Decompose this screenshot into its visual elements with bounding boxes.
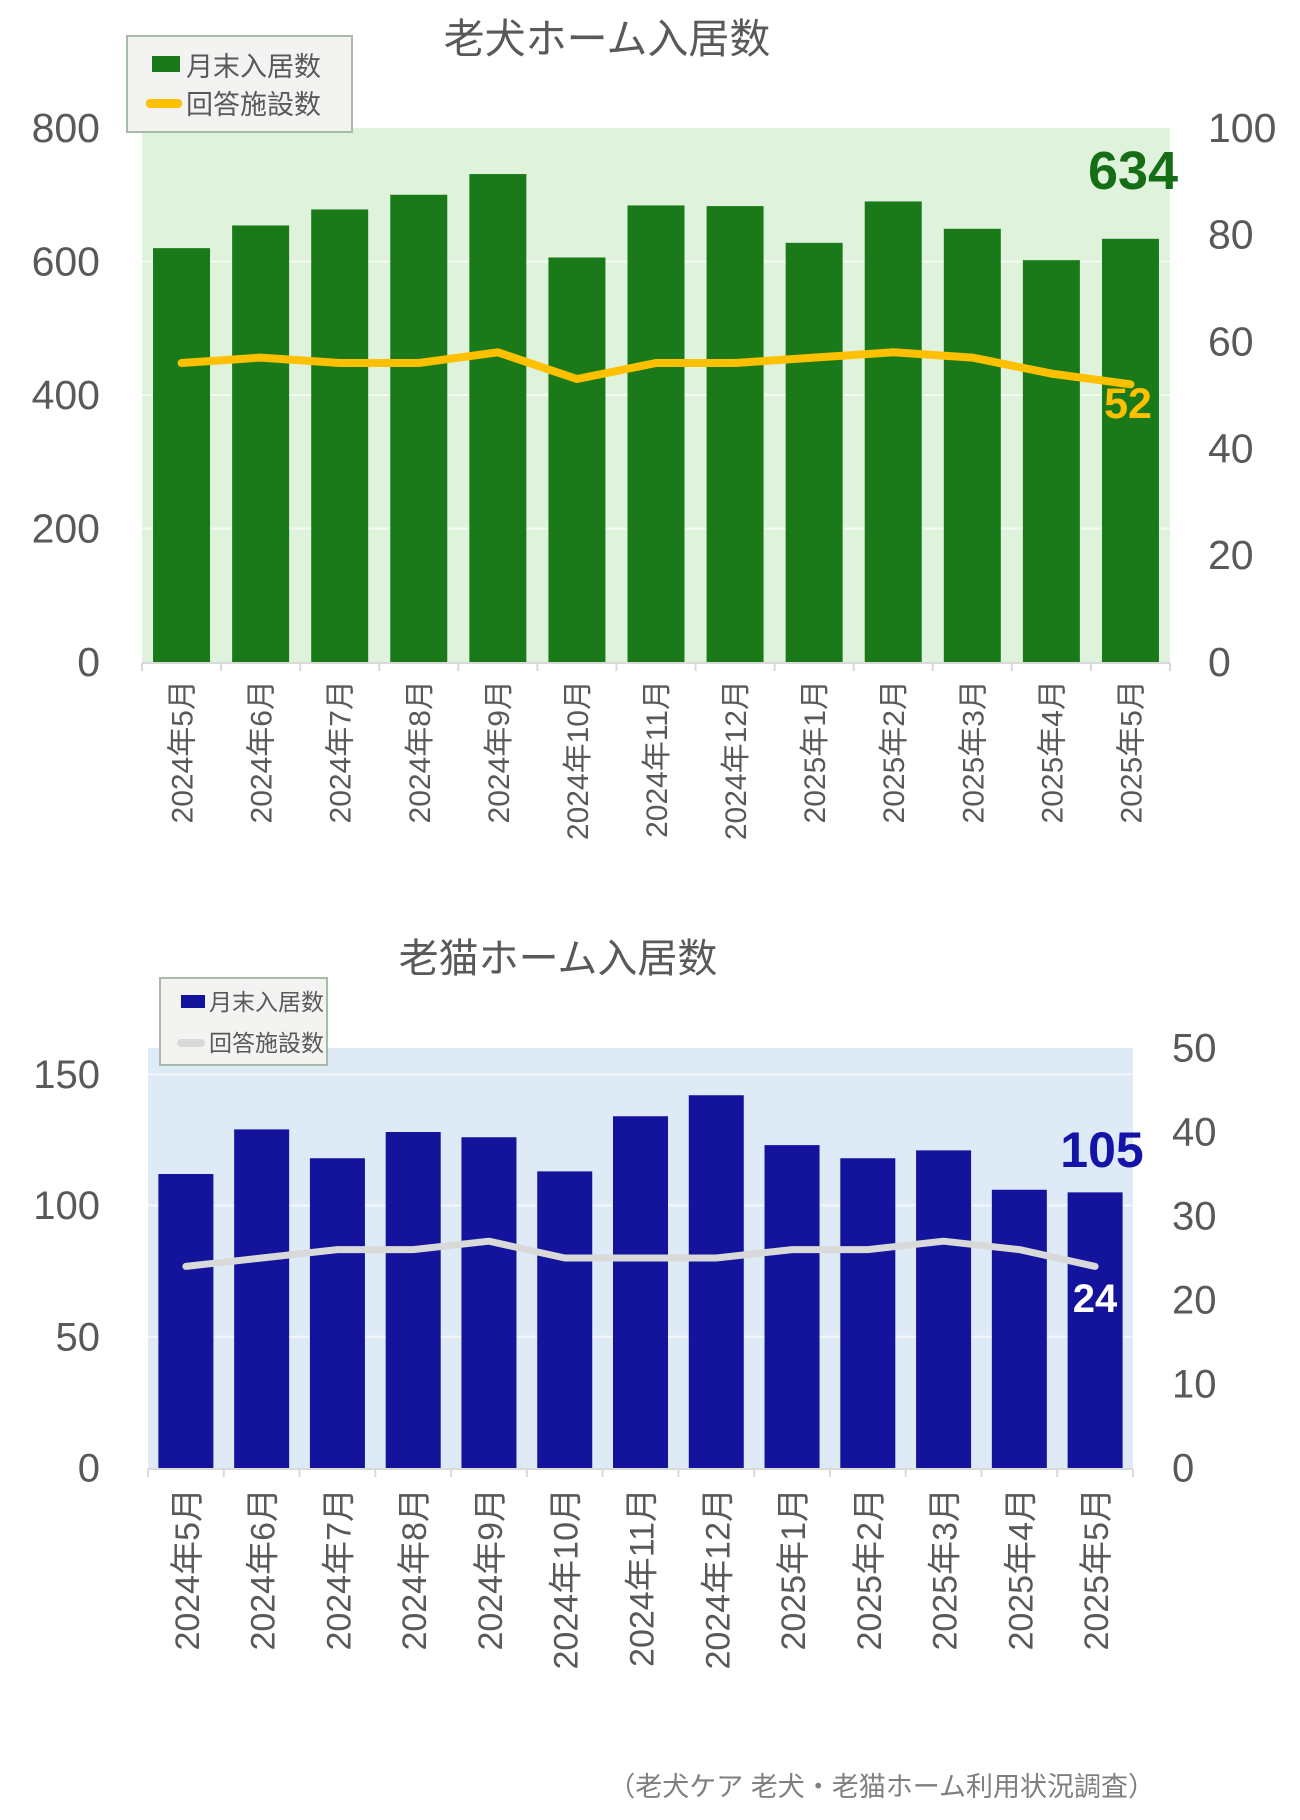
right-axis-tick-label: 20 xyxy=(1172,1279,1217,1323)
legend-box xyxy=(126,35,353,133)
bar-2025年1月 xyxy=(764,1145,820,1468)
x-axis-label-2024年8月: 2024年8月 xyxy=(396,1488,434,1651)
left-axis-tick-label: 800 xyxy=(32,105,100,151)
x-axis-label-2024年5月: 2024年5月 xyxy=(167,680,200,823)
x-axis-label-2025年1月: 2025年1月 xyxy=(799,680,832,823)
bar-2025年3月 xyxy=(916,1150,972,1468)
right-axis-tick-label: 60 xyxy=(1208,319,1254,365)
x-axis-label-2024年12月: 2024年12月 xyxy=(699,1488,737,1669)
x-axis-label-2024年6月: 2024年6月 xyxy=(245,1488,283,1651)
bar-2024年6月 xyxy=(234,1129,290,1468)
facility-count-line xyxy=(177,348,1135,389)
right-axis-tick-label: 40 xyxy=(1208,425,1254,471)
bar-2024年5月 xyxy=(153,248,211,662)
bar-2024年5月 xyxy=(158,1174,214,1468)
end-value-label-105: 105 xyxy=(1060,1122,1143,1178)
x-axis-label-2024年5月: 2024年5月 xyxy=(169,1488,207,1651)
right-axis-tick-label: 0 xyxy=(1172,1447,1194,1491)
end-value-label-634: 634 xyxy=(1088,141,1178,201)
legend-label-residents: 月末入居数 xyxy=(186,52,321,82)
right-axis-tick-label: 0 xyxy=(1208,639,1231,685)
x-axis-label-2025年2月: 2025年2月 xyxy=(878,680,911,823)
bar-2024年12月 xyxy=(688,1095,744,1468)
bar-2024年12月 xyxy=(706,206,764,662)
senior-cat-home-chart: 0 50 100 150 0 10 20 30 40 50 2024年5月 2024年6月 2024年7… xyxy=(33,937,1216,1669)
legend-label-residents: 月末入居数 xyxy=(209,989,324,1015)
x-axis-label-2025年1月: 2025年1月 xyxy=(775,1488,813,1651)
bar-2025年3月 xyxy=(943,228,1001,663)
senior-dog-home-chart: 0 200 400 600 800 0 20 40 60 80 100 2024年5月 2024年6月 2… xyxy=(32,16,1277,840)
chart-title: 老犬ホーム入居数 xyxy=(444,16,771,62)
legend-bar-swatch xyxy=(152,56,180,72)
x-axis-label-2025年5月: 2025年5月 xyxy=(1078,1488,1116,1651)
left-axis-tick-label: 600 xyxy=(32,238,100,284)
x-axis-label-2024年10月: 2024年10月 xyxy=(562,680,595,840)
x-axis-label-2025年5月: 2025年5月 xyxy=(1115,680,1148,823)
x-axis-label-2025年2月: 2025年2月 xyxy=(851,1488,889,1651)
bar-2025年2月 xyxy=(864,201,922,663)
right-axis-tick-label: 100 xyxy=(1208,105,1276,151)
left-axis-tick-label: 0 xyxy=(77,639,100,685)
bar-2024年8月 xyxy=(390,194,448,662)
bar-2024年10月 xyxy=(537,1171,593,1468)
bar-2024年10月 xyxy=(548,257,606,662)
bar-2025年5月 xyxy=(1067,1192,1123,1468)
end-value-label-24: 24 xyxy=(1073,1277,1118,1321)
bar-2025年4月 xyxy=(991,1189,1047,1468)
bar-2024年7月 xyxy=(311,209,369,662)
x-axis-label-2025年3月: 2025年3月 xyxy=(957,680,990,823)
bar-2024年11月 xyxy=(613,1116,668,1468)
facility-count-line xyxy=(182,1237,1099,1270)
x-axis-label-2024年7月: 2024年7月 xyxy=(320,1488,358,1651)
left-axis-tick-label: 50 xyxy=(56,1315,101,1359)
bar-2024年8月 xyxy=(385,1132,441,1468)
left-axis-tick-label: 200 xyxy=(32,505,100,551)
bar-2025年1月 xyxy=(785,242,843,662)
x-axis-label-2025年4月: 2025年4月 xyxy=(1036,680,1069,823)
legend-line-swatch xyxy=(177,1039,205,1047)
x-axis-label-2024年12月: 2024年12月 xyxy=(720,680,753,840)
right-axis-tick-label: 50 xyxy=(1172,1027,1217,1071)
end-value-label-52: 52 xyxy=(1104,380,1152,428)
left-axis-tick-label: 100 xyxy=(33,1184,100,1228)
chart-title: 老猫ホーム入居数 xyxy=(399,937,718,981)
x-axis-label-2024年9月: 2024年9月 xyxy=(483,680,516,823)
x-axis-label-2024年9月: 2024年9月 xyxy=(472,1488,510,1651)
right-axis-tick-label: 40 xyxy=(1172,1111,1217,1155)
x-axis-label-2024年11月: 2024年11月 xyxy=(624,1488,662,1667)
legend-bar-swatch xyxy=(181,995,205,1008)
bar-2024年9月 xyxy=(469,174,527,662)
bar-2024年9月 xyxy=(461,1137,517,1468)
x-axis-label-2024年10月: 2024年10月 xyxy=(548,1488,586,1669)
bar-2024年6月 xyxy=(232,225,290,662)
legend-label-facilities: 回答施設数 xyxy=(209,1030,324,1056)
bar-2024年11月 xyxy=(627,205,685,662)
left-axis-tick-label: 400 xyxy=(32,372,100,418)
x-axis-label-2024年11月: 2024年11月 xyxy=(641,680,674,838)
right-axis-tick-label: 20 xyxy=(1208,532,1254,578)
left-axis-tick-label: 150 xyxy=(33,1053,100,1097)
right-axis-tick-label: 30 xyxy=(1172,1195,1217,1239)
x-axis-label-2024年6月: 2024年6月 xyxy=(246,680,279,823)
x-axis-label-2025年4月: 2025年4月 xyxy=(1002,1488,1040,1651)
left-axis-tick-label: 0 xyxy=(78,1447,100,1491)
legend-box xyxy=(159,977,328,1066)
bar-2025年4月 xyxy=(1022,260,1080,662)
legend-line-swatch xyxy=(146,99,182,108)
bar-2025年2月 xyxy=(840,1158,896,1468)
bar-2025年5月 xyxy=(1101,238,1159,662)
x-axis-label-2025年3月: 2025年3月 xyxy=(927,1488,965,1651)
legend-label-facilities: 回答施設数 xyxy=(186,90,321,120)
right-axis-tick-label: 80 xyxy=(1208,212,1254,258)
bar-2024年7月 xyxy=(309,1158,365,1468)
right-axis-tick-label: 10 xyxy=(1172,1363,1217,1407)
source-note: （老犬ケア 老犬・老猫ホーム利用状況調査） xyxy=(608,1772,1155,1802)
x-axis-label-2024年7月: 2024年7月 xyxy=(325,680,358,823)
x-axis-label-2024年8月: 2024年8月 xyxy=(404,680,437,823)
